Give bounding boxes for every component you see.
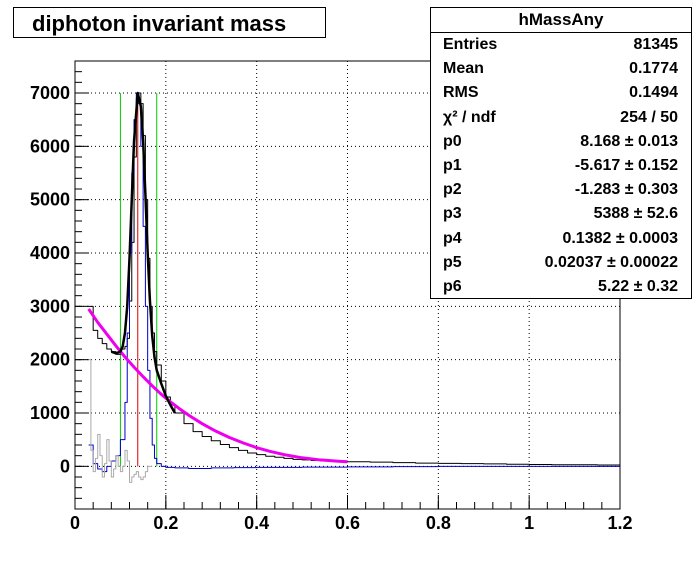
- stats-label: p1: [443, 156, 462, 174]
- series-line: [88, 359, 153, 483]
- stats-label: RMS: [443, 84, 479, 102]
- stats-value: 81345: [633, 36, 679, 53]
- stats-value: 5.22 ± 0.32: [598, 277, 678, 295]
- chart-title: diphoton invariant mass: [13, 7, 326, 38]
- stats-value: 5388 ± 52.6: [593, 205, 678, 223]
- x-tick-label: 1.2: [607, 513, 632, 533]
- stats-value: 254 / 50: [620, 108, 678, 126]
- stats-value: 0.1382 ± 0.0003: [562, 229, 678, 247]
- series-line: [110, 91, 177, 414]
- stats-row: p2 -1.283 ± 0.303: [431, 178, 691, 202]
- stats-row: p1 -5.617 ± 0.152: [431, 154, 691, 178]
- x-tick-label: 0.6: [335, 513, 360, 533]
- stats-label: p5: [443, 253, 462, 271]
- y-tick-label: 4000: [30, 243, 70, 263]
- stats-value: -1.283 ± 0.303: [574, 181, 678, 199]
- stats-label: p2: [443, 181, 462, 199]
- stats-row: p6 5.22 ± 0.32: [431, 275, 691, 299]
- stats-row: p0 8.168 ± 0.013: [431, 130, 691, 154]
- stats-row: χ² / ndf 254 / 50: [431, 106, 691, 130]
- y-tick-label: 6000: [30, 136, 70, 156]
- series-line: [88, 92, 620, 466]
- x-tick-label: 0: [70, 513, 80, 533]
- stats-value: 8.168 ± 0.013: [580, 132, 678, 150]
- stats-rows: Entries 81345 Mean 0.1774 RMS 0.1494 χ² / ndf 2…: [431, 33, 691, 299]
- stats-value: -5.617 ± 0.152: [574, 156, 678, 174]
- stats-row: p4 0.1382 ± 0.0003: [431, 227, 691, 251]
- stats-value: 0.1774: [629, 60, 678, 78]
- y-tick-label: 1000: [30, 403, 70, 423]
- y-tick-label: 5000: [30, 190, 70, 210]
- stats-row: Entries 81345: [431, 33, 691, 57]
- stats-value: 0.1494: [629, 84, 678, 102]
- x-tick-label: 0.4: [244, 513, 269, 533]
- stats-title: hMassAny: [431, 8, 691, 33]
- stats-row: p3 5388 ± 52.6: [431, 202, 691, 226]
- y-tick-label: 7000: [30, 83, 70, 103]
- y-tick-label: 0: [60, 456, 70, 476]
- x-tick-label: 0.2: [153, 513, 178, 533]
- stats-row: Mean 0.1774: [431, 57, 691, 81]
- stats-label: p3: [443, 205, 462, 223]
- y-tick-label: 3000: [30, 296, 70, 316]
- stats-label: p0: [443, 132, 462, 150]
- stats-label: Entries: [443, 36, 498, 53]
- stats-value: 0.02037 ± 0.00022: [544, 253, 678, 271]
- x-tick-label: 1: [524, 513, 534, 533]
- stats-label: p6: [443, 277, 462, 295]
- x-tick-label: 0.8: [426, 513, 451, 533]
- stats-label: Mean: [443, 60, 484, 78]
- series-line: [87, 308, 348, 464]
- stats-label: p4: [443, 229, 462, 247]
- y-tick-label: 2000: [30, 350, 70, 370]
- stats-box: hMassAny Entries 81345 Mean 0.1774 RMS 0.1494…: [430, 7, 692, 299]
- stats-label: χ² / ndf: [443, 108, 496, 126]
- stats-row: p5 0.02037 ± 0.00022: [431, 251, 691, 275]
- stats-row: RMS 0.1494: [431, 81, 691, 105]
